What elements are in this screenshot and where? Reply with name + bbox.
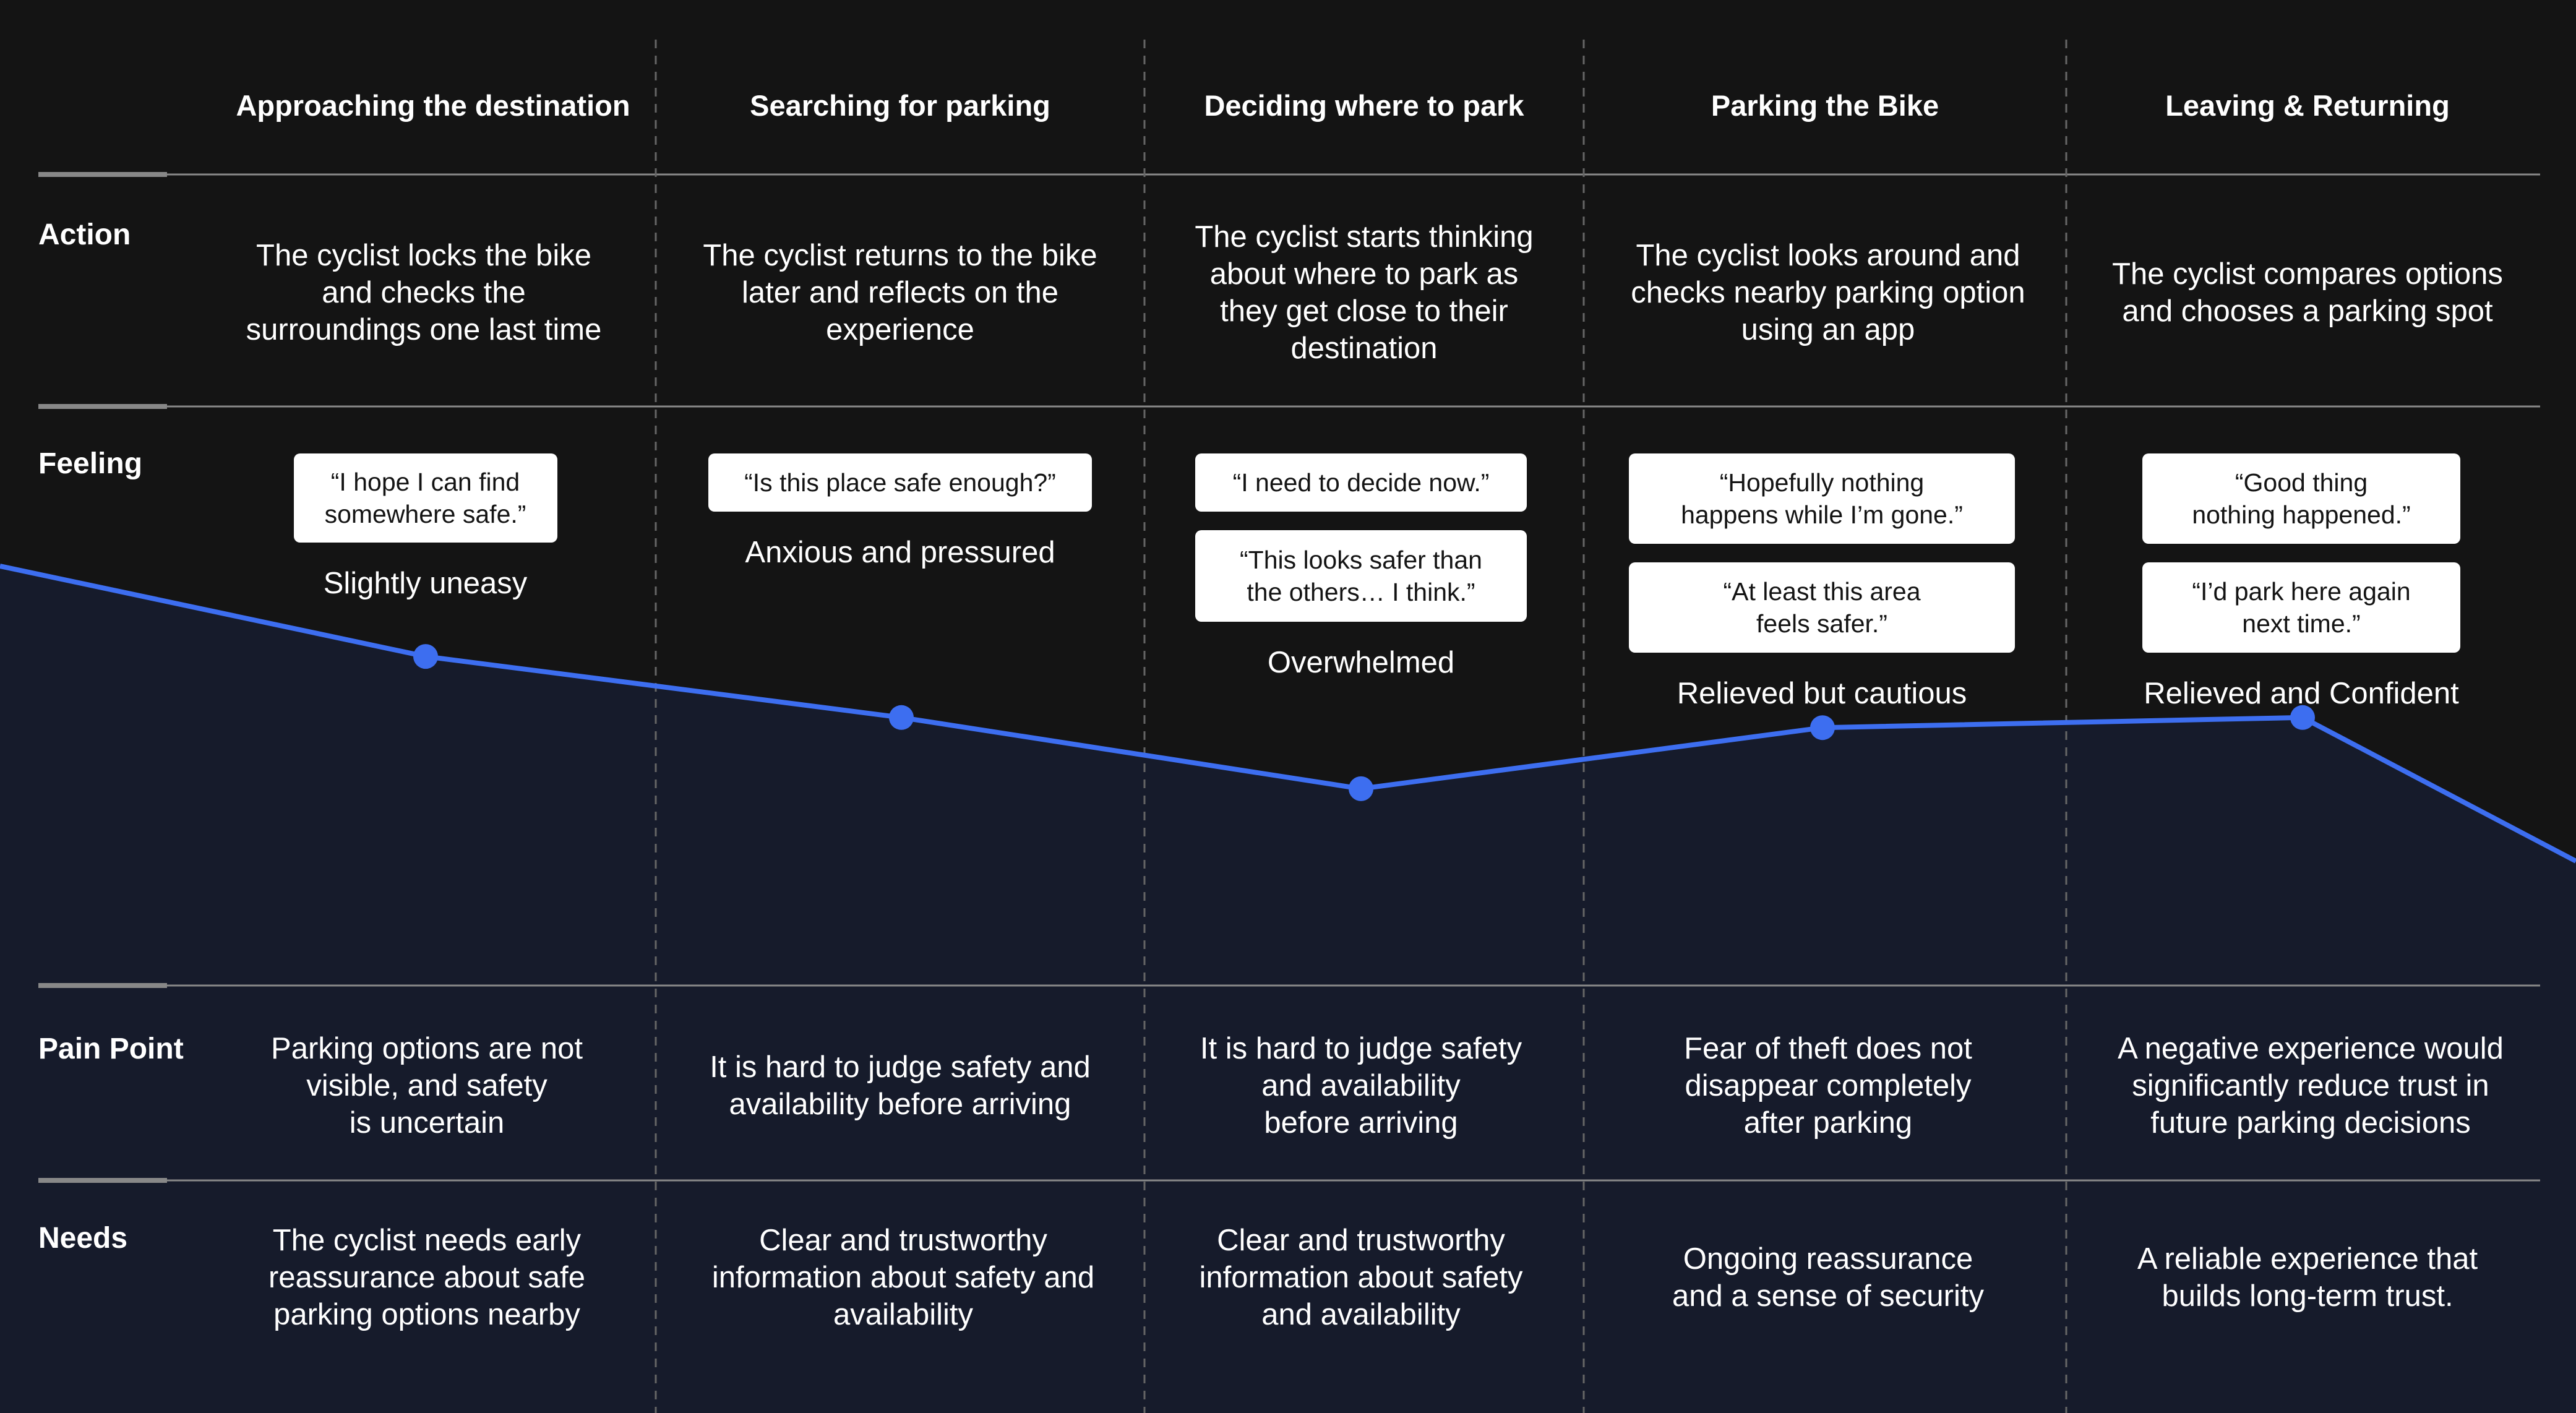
stage-header-searching: Searching for parking <box>750 88 1050 122</box>
grid-lines <box>38 40 2540 1413</box>
action-cell-deciding: The cyclist starts thinking about where … <box>1195 220 1534 365</box>
feeling-quote: “I’d park here again next time.” <box>2142 562 2460 653</box>
row-label-feeling: Feeling <box>38 447 143 480</box>
pain-cell-parking: Fear of theft does not disappear complet… <box>1684 1032 1972 1140</box>
feeling-label: Overwhelmed <box>1267 646 1455 679</box>
stage-header-parking: Parking the Bike <box>1711 88 1939 122</box>
needs-cell-approaching: The cyclist needs early reassurance abou… <box>268 1224 586 1331</box>
feeling-quote: “This looks safer than the others… I thi… <box>1195 530 1527 622</box>
emotion-point <box>1349 776 1373 801</box>
needs-cell-searching: Clear and trustworthy information about … <box>711 1224 1095 1331</box>
pain-cell-leaving: A negative experience would significantl… <box>2118 1032 2504 1140</box>
feeling-label: Relieved and Confident <box>2144 677 2459 710</box>
emotion-curve-area <box>0 566 2576 1413</box>
emotion-point <box>889 705 914 730</box>
feeling-cell-parking: “Hopefully nothing happens while I’m gon… <box>1584 453 2060 712</box>
stage-header-approaching: Approaching the destination <box>236 88 630 122</box>
feeling-label: Slightly uneasy <box>323 567 528 600</box>
action-cell-parking: The cyclist looks around and checks near… <box>1631 238 2025 346</box>
stage-header-deciding: Deciding where to park <box>1204 88 1524 122</box>
feeling-label: Anxious and pressured <box>745 536 1055 569</box>
pain-cell-deciding: It is hard to judge safety and availabil… <box>1200 1032 1522 1140</box>
row-label-pain-point: Pain Point <box>38 1033 184 1065</box>
feeling-cell-searching: “Is this place safe enough?” Anxious and… <box>656 453 1144 571</box>
feeling-quote: “Good thing nothing happened.” <box>2142 453 2460 544</box>
stage-header-leaving: Leaving & Returning <box>2165 88 2450 122</box>
emotion-point <box>1810 715 1835 741</box>
feeling-quote: “I need to decide now.” <box>1195 453 1527 512</box>
feeling-quote: “I hope I can find somewhere safe.” <box>293 453 557 543</box>
emotion-point <box>2290 705 2315 730</box>
action-cell-leaving: The cyclist compares options and chooses… <box>2112 257 2503 328</box>
feeling-quote: “At least this area feels safer.” <box>1629 562 2015 653</box>
feeling-quote: “Is this place safe enough?” <box>708 453 1092 512</box>
feeling-cell-leaving: “Good thing nothing happened.” “I’d park… <box>2066 453 2536 712</box>
emotion-points <box>413 644 2315 801</box>
needs-cell-leaving: A reliable experience that builds long-t… <box>2137 1242 2478 1313</box>
action-cell-searching: The cyclist returns to the bike later an… <box>703 238 1097 346</box>
action-cell-approaching: The cyclist locks the bike and checks th… <box>246 238 602 346</box>
emotion-point <box>413 644 438 669</box>
feeling-cell-deciding: “I need to decide now.” “This looks safe… <box>1144 453 1578 681</box>
pain-cell-searching: It is hard to judge safety and availabil… <box>710 1050 1091 1121</box>
needs-cell-deciding: Clear and trustworthy information about … <box>1199 1224 1523 1331</box>
feeling-quote: “Hopefully nothing happens while I’m gon… <box>1629 453 2015 544</box>
needs-cell-parking: Ongoing reassurance and a sense of secur… <box>1672 1242 1984 1313</box>
pain-cell-approaching: Parking options are not visible, and saf… <box>271 1032 583 1140</box>
feeling-cell-approaching: “I hope I can find somewhere safe.” Slig… <box>213 453 637 602</box>
feeling-label: Relieved but cautious <box>1677 677 1967 710</box>
row-label-action: Action <box>38 218 131 251</box>
row-label-needs: Needs <box>38 1222 128 1255</box>
